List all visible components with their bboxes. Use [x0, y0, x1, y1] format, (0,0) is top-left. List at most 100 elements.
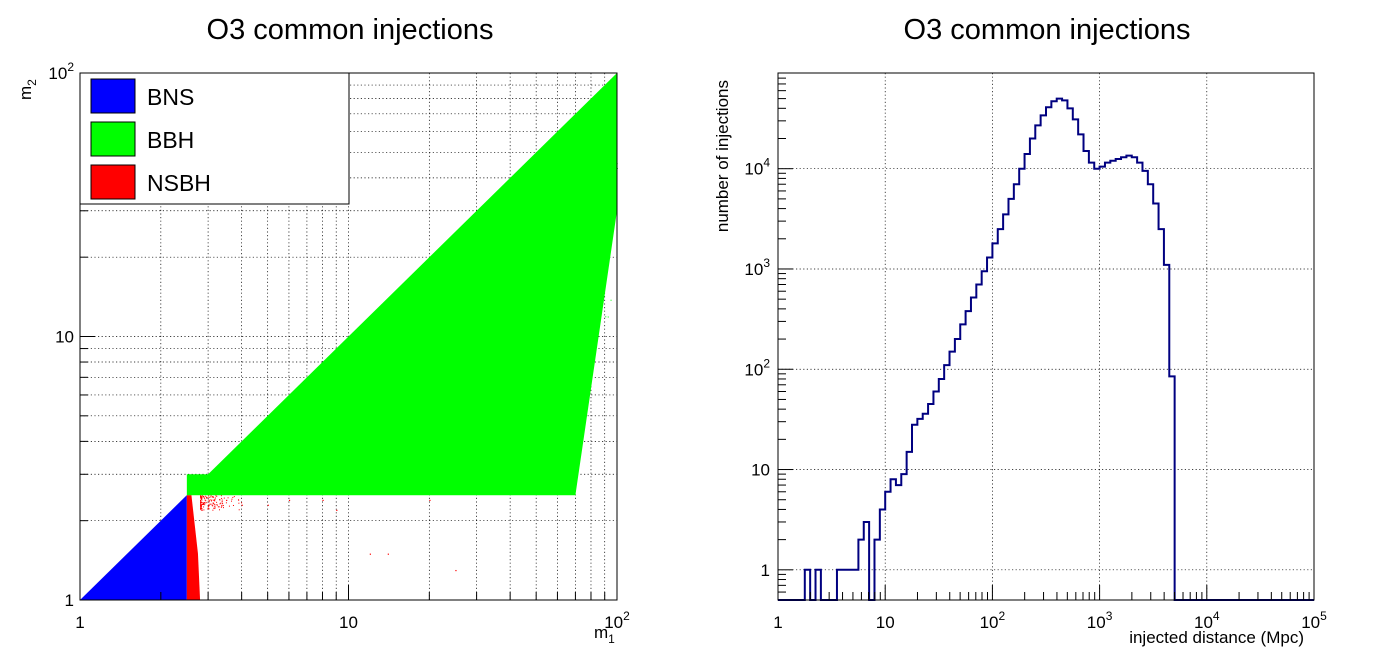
bbh-point [608, 99, 610, 101]
bbh-point [248, 448, 250, 450]
bbh-point [342, 362, 344, 364]
bbh-point [443, 269, 445, 271]
bbh-point [501, 210, 503, 212]
bbh-point [439, 259, 441, 261]
bbh-point [454, 245, 456, 247]
bbh-point [611, 114, 613, 116]
bbh-point [298, 398, 300, 400]
nsbh-point [203, 502, 205, 504]
right-x-tick-label: 104 [1194, 609, 1220, 632]
bbh-point [245, 457, 247, 459]
bbh-point [391, 346, 393, 348]
bbh-point [306, 395, 308, 397]
bbh-point [506, 213, 508, 215]
bbh-point [470, 247, 472, 249]
bbh-point [387, 350, 389, 352]
bbh-point [604, 98, 606, 100]
bbh-point [352, 400, 354, 402]
bbh-point [609, 100, 611, 102]
bbh-point [232, 468, 234, 470]
left-y-tick-label-base: 10 [55, 328, 74, 347]
bbh-point [398, 349, 400, 351]
bbh-point [444, 318, 446, 320]
bbh-point [316, 432, 318, 434]
bbh-point [585, 138, 587, 140]
bbh-point [471, 243, 473, 245]
bbh-point [332, 371, 334, 373]
bbh-point [491, 209, 493, 211]
bbh-point [285, 429, 287, 431]
bbh-point [408, 303, 410, 305]
bbh-point [549, 205, 551, 207]
bbh-point [390, 318, 392, 320]
bbh-point [366, 336, 368, 338]
right-x-tick-label-base: 10 [1301, 613, 1320, 632]
bbh-point [607, 97, 609, 99]
bbh-point [588, 221, 590, 223]
bbh-point [259, 442, 261, 444]
bbh-point [531, 178, 533, 180]
bbh-point [432, 286, 434, 288]
bbh-point [479, 297, 481, 299]
bbh-point [233, 467, 235, 469]
bbh-point [463, 410, 465, 412]
bbh-point [612, 191, 614, 193]
bbh-point [615, 133, 617, 135]
bbh-point [430, 353, 432, 355]
bbh-point [352, 352, 354, 354]
bbh-point [430, 385, 432, 387]
bbh-point [341, 367, 343, 369]
bbh-point [482, 225, 484, 227]
bbh-point [516, 250, 518, 252]
bbh-point [349, 360, 351, 362]
bbh-point [569, 150, 571, 152]
bbh-point [592, 122, 594, 124]
bbh-point [584, 181, 586, 183]
bbh-point [596, 150, 598, 152]
bbh-point [606, 107, 608, 109]
bbh-point [482, 227, 484, 229]
bbh-point [332, 380, 334, 382]
bbh-point [530, 189, 532, 191]
bbh-point [542, 247, 544, 249]
bbh-point [510, 218, 512, 220]
nsbh-point [387, 553, 389, 555]
left-y-tick-label-base: 10 [48, 64, 67, 83]
bbh-point [404, 307, 406, 309]
bbh-point [224, 473, 226, 475]
bbh-point [446, 274, 448, 276]
bbh-point [517, 202, 519, 204]
bbh-point [463, 251, 465, 253]
bbh-point [571, 129, 573, 131]
bbh-point [607, 124, 609, 126]
bbh-point [543, 209, 545, 211]
bbh-point [428, 273, 430, 275]
bbh-point [338, 362, 340, 364]
bbh-point [585, 238, 587, 240]
bbh-point [447, 256, 449, 258]
bbh-point [500, 239, 502, 241]
bbh-point [594, 113, 596, 115]
right-x-tick-label-base: 10 [876, 613, 895, 632]
bbh-point [463, 245, 465, 247]
bbh-point [512, 194, 514, 196]
bbh-point [414, 345, 416, 347]
bbh-point [477, 313, 479, 315]
bbh-point [387, 372, 389, 374]
bbh-point [322, 382, 324, 384]
bbh-point [323, 382, 325, 384]
bbh-point [541, 161, 543, 163]
bbh-point [614, 96, 616, 98]
bbh-point [247, 448, 249, 450]
bbh-point [486, 271, 488, 273]
bbh-point [542, 176, 544, 178]
bbh-point [371, 350, 373, 352]
nsbh-point [200, 506, 202, 508]
bbh-point [428, 310, 430, 312]
bbh-point [514, 244, 516, 246]
bbh-point [589, 118, 591, 120]
bbh-point [300, 408, 302, 410]
bbh-point [499, 201, 501, 203]
bbh-point [443, 265, 445, 267]
bbh-point [448, 392, 450, 394]
